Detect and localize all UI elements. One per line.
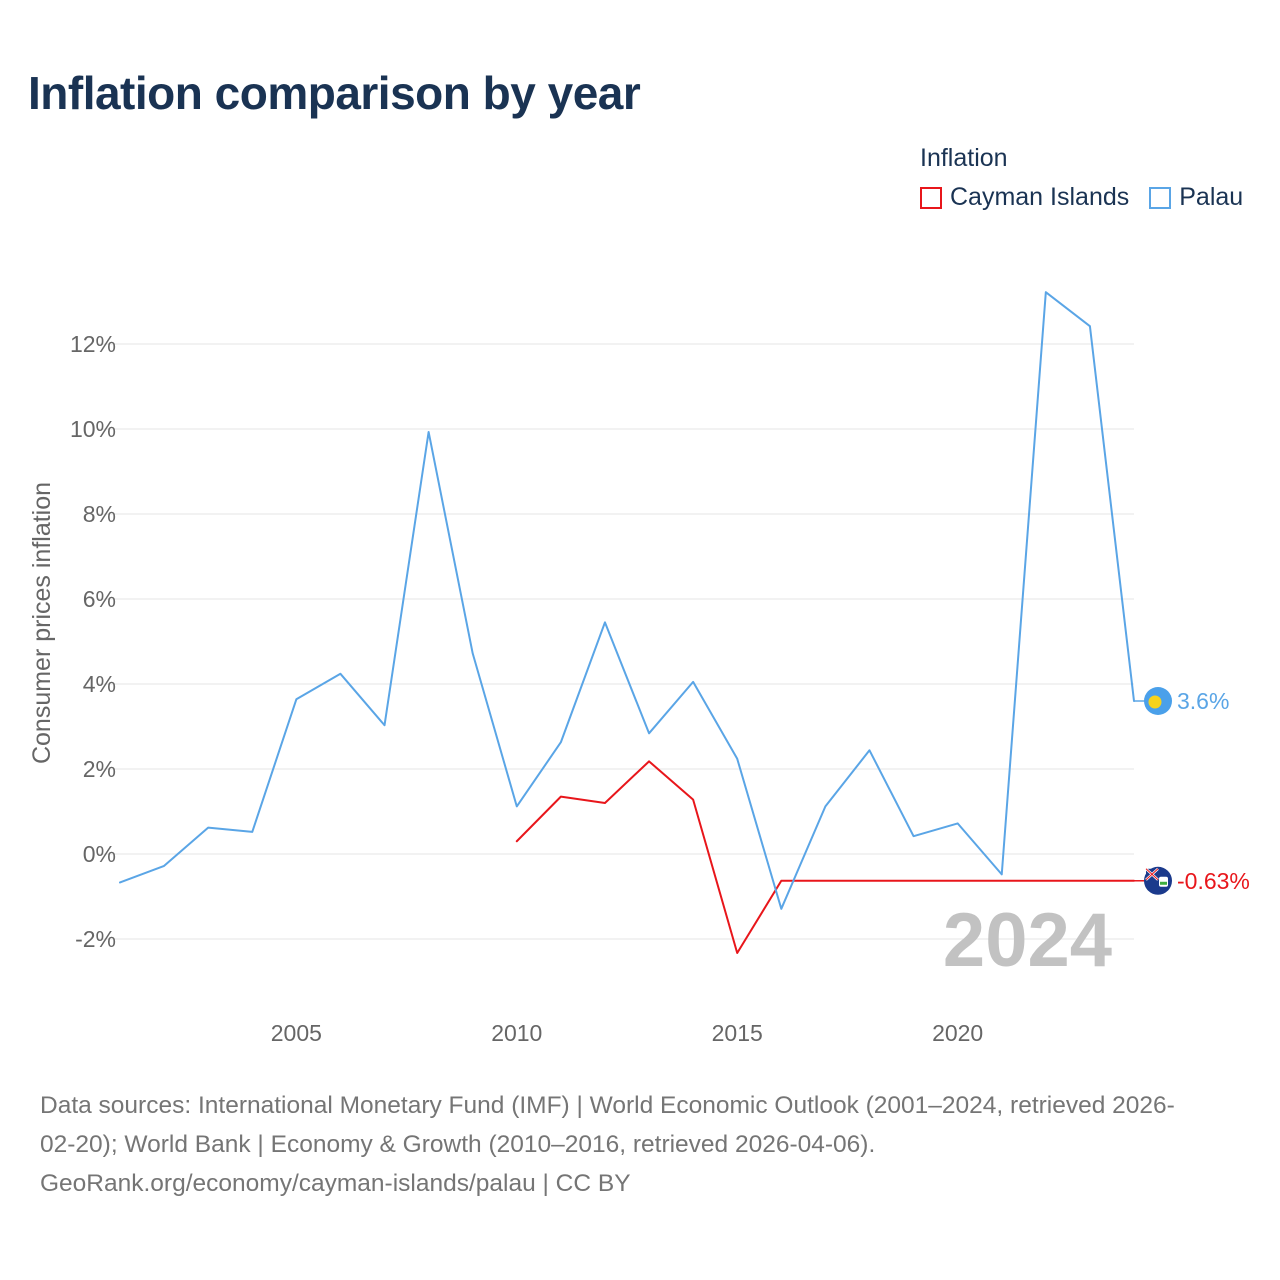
data-point-cayman-islands[interactable] — [733, 949, 741, 957]
data-point-palau[interactable] — [336, 670, 344, 678]
marker-layer: -0.63% 3.6% — [1134, 687, 1250, 895]
data-point-palau[interactable] — [204, 824, 212, 832]
cayman-islands-flag-icon — [1144, 866, 1172, 895]
data-point-cayman-islands[interactable] — [777, 877, 785, 885]
legend: Inflation Cayman Islands Palau — [920, 144, 1243, 212]
data-point-palau[interactable] — [425, 428, 433, 436]
x-tick-label: 2020 — [932, 1020, 983, 1046]
data-point-palau[interactable] — [1086, 322, 1094, 330]
end-label-palau: 3.6% — [1177, 688, 1229, 714]
data-point-palau[interactable] — [292, 695, 300, 703]
y-tick-label: 8% — [83, 501, 116, 527]
data-point-palau[interactable] — [160, 862, 168, 870]
data-point-palau[interactable] — [248, 828, 256, 836]
series-line-palau — [119, 291, 1135, 910]
y-tick-label: 10% — [70, 416, 116, 442]
data-point-palau[interactable] — [469, 649, 477, 657]
data-point-palau[interactable] — [513, 802, 521, 810]
data-point-cayman-islands[interactable] — [689, 796, 697, 804]
legend-title: Inflation — [920, 144, 1008, 172]
data-point-palau[interactable] — [116, 878, 124, 886]
palau-flag-icon — [1144, 687, 1172, 715]
data-point-palau[interactable] — [601, 618, 609, 626]
data-point-palau[interactable] — [733, 755, 741, 763]
data-point-palau[interactable] — [557, 738, 565, 746]
series-layer — [116, 288, 1135, 957]
y-axis-label: Consumer prices inflation — [28, 482, 56, 764]
y-tick-label: 4% — [83, 671, 116, 697]
data-point-palau[interactable] — [821, 802, 829, 810]
inflation-line-chart: 2024 -2% 0% 2% 4% 6% 8% 10% 12% 2005 2010 2015 2020… — [28, 288, 1250, 1046]
legend-swatch-palau — [1149, 186, 1172, 209]
source-line-1: Data sources: International Monetary Fun… — [40, 1092, 1175, 1119]
site-link[interactable]: GeoRank.org/economy/cayman-islands/palau… — [40, 1170, 631, 1197]
watermark-year: 2024 — [943, 898, 1112, 983]
data-point-palau[interactable] — [645, 729, 653, 737]
data-point-palau[interactable] — [998, 870, 1006, 878]
y-tick-label: 0% — [83, 841, 116, 867]
x-tick-label: 2010 — [491, 1020, 542, 1046]
data-point-palau[interactable] — [381, 721, 389, 729]
data-point-palau[interactable] — [865, 746, 873, 754]
end-label-cayman-islands: -0.63% — [1177, 868, 1250, 894]
data-point-palau[interactable] — [954, 819, 962, 827]
data-point-palau[interactable] — [910, 832, 918, 840]
data-source-note: Data sources: International Monetary Fun… — [40, 1086, 1250, 1203]
grid-layer — [98, 343, 1134, 940]
legend-swatch-cayman-islands — [920, 186, 942, 209]
data-point-cayman-islands[interactable] — [601, 799, 609, 807]
series-line-cayman-islands — [515, 760, 1135, 955]
data-point-palau[interactable] — [1042, 288, 1050, 296]
x-tick-label: 2015 — [712, 1020, 763, 1046]
source-line-2: 02-20); World Bank | Economy & Growth (2… — [40, 1131, 876, 1158]
data-point-cayman-islands[interactable] — [557, 793, 565, 801]
y-tick-label: -2% — [75, 926, 116, 952]
x-tick-label: 2005 — [271, 1020, 322, 1046]
legend-label-cayman-islands: Cayman Islands — [950, 183, 1130, 211]
chart-title: Inflation comparison by year — [28, 67, 641, 119]
legend-item-cayman-islands[interactable]: Cayman Islands — [920, 183, 1129, 212]
y-tick-label: 2% — [83, 756, 116, 782]
data-point-palau[interactable] — [777, 905, 785, 913]
data-point-cayman-islands[interactable] — [645, 757, 653, 765]
legend-label-palau: Palau — [1179, 183, 1244, 211]
data-point-palau[interactable] — [689, 678, 697, 686]
y-tick-label: 12% — [70, 331, 116, 357]
data-point-cayman-islands[interactable] — [513, 837, 521, 845]
axis-layer: -2% 0% 2% 4% 6% 8% 10% 12% 2005 2010 2015 2020 — [70, 331, 983, 1046]
legend-item-palau[interactable]: Palau — [1149, 183, 1243, 212]
y-tick-label: 6% — [83, 586, 116, 612]
